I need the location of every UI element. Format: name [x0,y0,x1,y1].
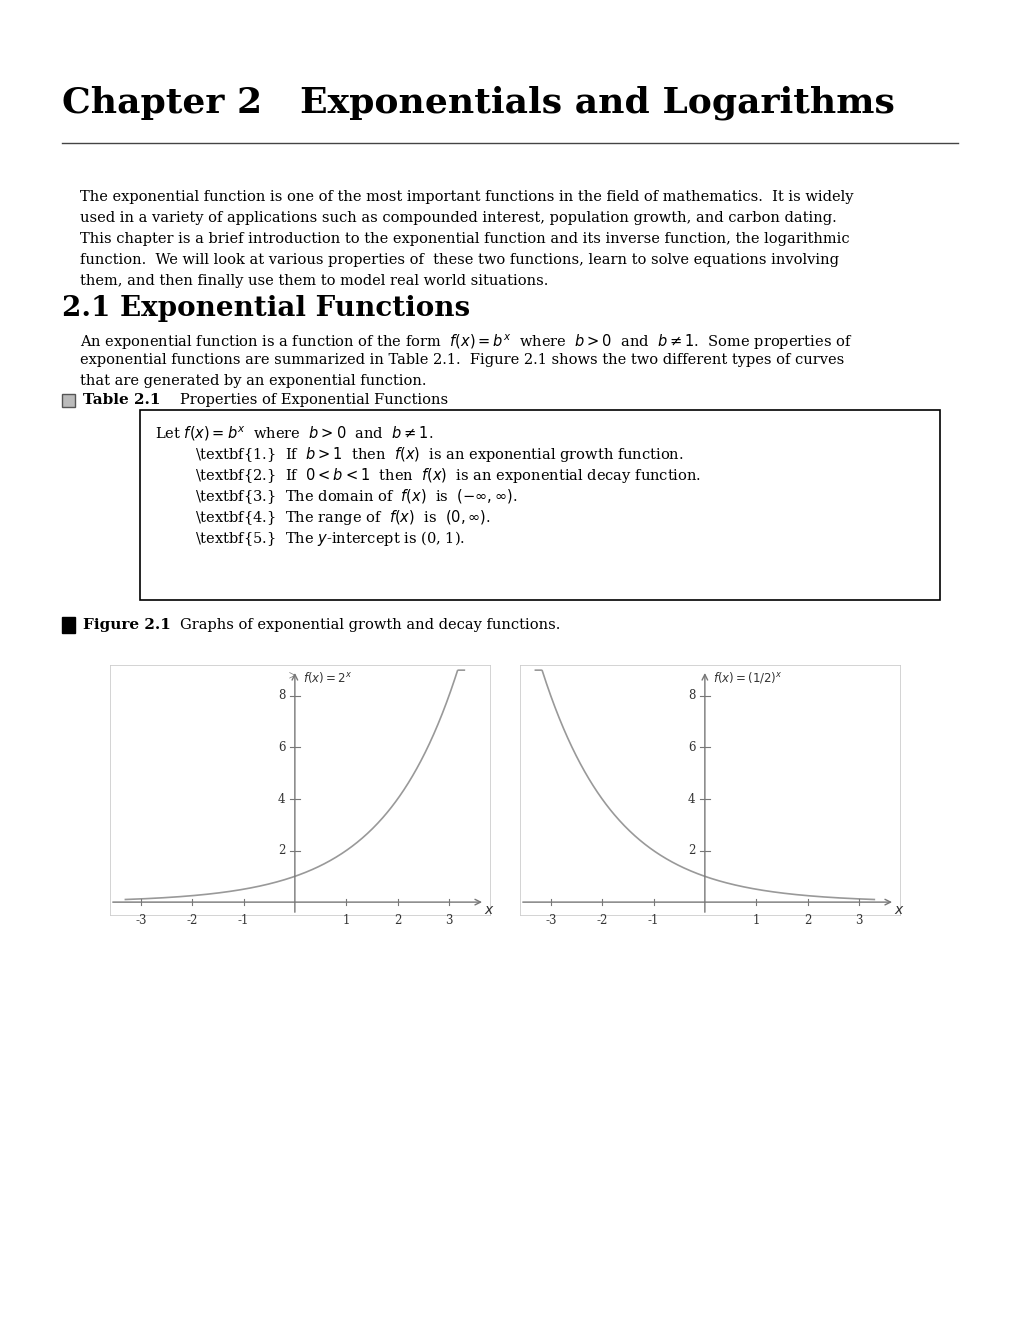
Text: 6: 6 [688,741,695,754]
Text: \textbf{4.}  The range of  $f(x)$  is  $(0, \infty)$.: \textbf{4.} The range of $f(x)$ is $(0, … [195,508,490,527]
Text: \textbf{3.}  The domain of  $f(x)$  is  $(-\infty, \infty)$.: \textbf{3.} The domain of $f(x)$ is $(-\… [195,487,517,506]
Text: 8: 8 [278,689,285,702]
Text: $f(x) = (1/2)^x$: $f(x) = (1/2)^x$ [712,671,782,685]
Text: them, and then finally use them to model real world situations.: them, and then finally use them to model… [79,275,548,288]
Text: 1: 1 [752,913,759,927]
Text: -2: -2 [186,913,198,927]
Text: 8: 8 [688,689,695,702]
Text: 2: 2 [393,913,400,927]
Text: -1: -1 [237,913,249,927]
Text: \textbf{5.}  The $y$-intercept is (0, 1).: \textbf{5.} The $y$-intercept is (0, 1). [195,529,465,548]
Text: 6: 6 [278,741,285,754]
Text: 2: 2 [688,843,695,857]
Text: 3: 3 [444,913,452,927]
Text: The exponential function is one of the most important functions in the field of : The exponential function is one of the m… [79,190,853,205]
Text: -3: -3 [135,913,147,927]
Bar [140,411,940,601]
Text: -2: -2 [596,913,607,927]
Text: $x$: $x$ [483,903,494,917]
Text: 4: 4 [688,792,695,805]
Text: Figure 2.1: Figure 2.1 [83,618,171,632]
Text: -3: -3 [544,913,556,927]
Text: 2: 2 [278,843,285,857]
Text: This chapter is a brief introduction to the exponential function and its inverse: This chapter is a brief introduction to … [79,232,849,246]
Text: -1: -1 [647,913,658,927]
Text: An exponential function is a function of the form  $f(x) = b^x$  where  $b > 0$ : An exponential function is a function of… [79,333,852,351]
Text: function.  We will look at various properties of  these two functions, learn to : function. We will look at various proper… [79,253,839,267]
Bar [62,393,75,407]
Text: $x$: $x$ [893,903,904,917]
Text: exponential functions are summarized in Table 2.1.  Figure 2.1 shows the two dif: exponential functions are summarized in … [79,352,844,367]
Text: \textbf{1.}  If  $b > 1$  then  $f(x)$  is an exponential growth function.: \textbf{1.} If $b > 1$ then $f(x)$ is an… [195,445,683,465]
Text: 1: 1 [342,913,350,927]
Text: Table 2.1: Table 2.1 [83,393,160,407]
Text: that are generated by an exponential function.: that are generated by an exponential fun… [79,374,426,388]
Text: used in a variety of applications such as compounded interest, population growth: used in a variety of applications such a… [79,211,836,224]
Text: \textbf{2.}  If  $0 < b < 1$  then  $f(x)$  is an exponential decay function.: \textbf{2.} If $0 < b < 1$ then $f(x)$ i… [195,466,700,484]
Text: 3: 3 [854,913,862,927]
Text: 2.1 Exponential Functions: 2.1 Exponential Functions [62,294,470,322]
Text: Graphs of exponential growth and decay functions.: Graphs of exponential growth and decay f… [179,618,559,632]
Text: 2: 2 [803,913,810,927]
Bar [62,616,75,634]
Text: Let $f(x) = b^x$  where  $b > 0$  and  $b \neq 1$.: Let $f(x) = b^x$ where $b > 0$ and $b \n… [155,424,433,442]
Text: Chapter 2   Exponentials and Logarithms: Chapter 2 Exponentials and Logarithms [62,84,894,120]
Text: $f(x) = 2^x$: $f(x) = 2^x$ [303,671,352,685]
Text: 4: 4 [278,792,285,805]
Text: Properties of Exponential Functions: Properties of Exponential Functions [179,393,447,407]
